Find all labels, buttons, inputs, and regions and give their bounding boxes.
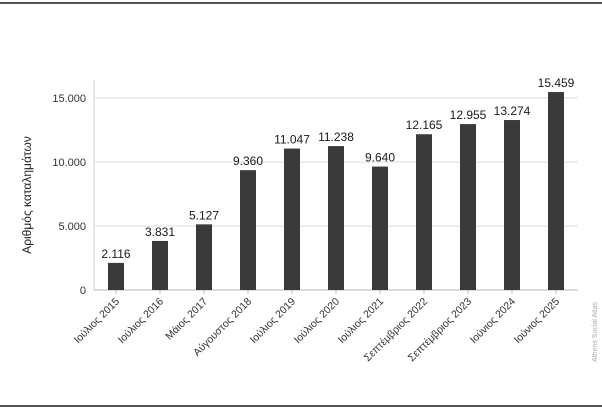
bar: [284, 148, 300, 290]
bar: [548, 92, 564, 290]
category-label: Ιούλιος 2016: [116, 296, 166, 346]
bar: [460, 124, 476, 290]
y-tick-label: 5.000: [58, 221, 86, 233]
value-label: 13.274: [494, 104, 531, 118]
category-label: Μάιος 2017: [163, 296, 210, 343]
y-tick-label: 10.000: [52, 157, 86, 169]
value-label: 3.831: [145, 225, 175, 239]
category-label: Ιούνιος 2024: [468, 296, 518, 346]
y-tick-label: 15.000: [52, 93, 86, 105]
bottom-rule: [0, 405, 602, 407]
labels: 0 5.000 10.000 15.000 2.116 Ιούλιος 2015 3.831…: [52, 76, 574, 364]
value-label: 5.127: [189, 208, 219, 222]
value-label: 11.047: [274, 133, 310, 147]
category-label: Ιούλιος 2020: [292, 296, 342, 346]
source-credit: Athens Social Atlas: [592, 302, 599, 362]
value-label: 9.640: [365, 151, 395, 165]
bar: [196, 224, 212, 290]
y-tick-label: 0: [80, 285, 86, 297]
bar: [416, 134, 432, 290]
value-label: 12.165: [406, 118, 443, 132]
bar: [152, 240, 168, 290]
value-label: 2.116: [101, 247, 130, 261]
bars: [108, 92, 564, 290]
value-label: 11.238: [318, 130, 354, 144]
category-label: Ιούλιος 2019: [248, 296, 298, 346]
value-label: 12.955: [450, 108, 487, 122]
category-label: Ιούνιος 2025: [512, 296, 562, 346]
bar: [504, 120, 520, 290]
value-label: 15.459: [538, 76, 575, 90]
grid-lines: [93, 80, 578, 294]
bar: [328, 146, 344, 290]
top-rule: [0, 2, 602, 4]
bar: [372, 166, 388, 290]
value-label: 9.360: [233, 154, 263, 168]
bar: [240, 170, 256, 290]
bar: [108, 262, 124, 290]
y-axis-title: Αριθμός καταλημάτων: [20, 136, 34, 254]
category-label: Ιούλιος 2015: [72, 296, 122, 346]
